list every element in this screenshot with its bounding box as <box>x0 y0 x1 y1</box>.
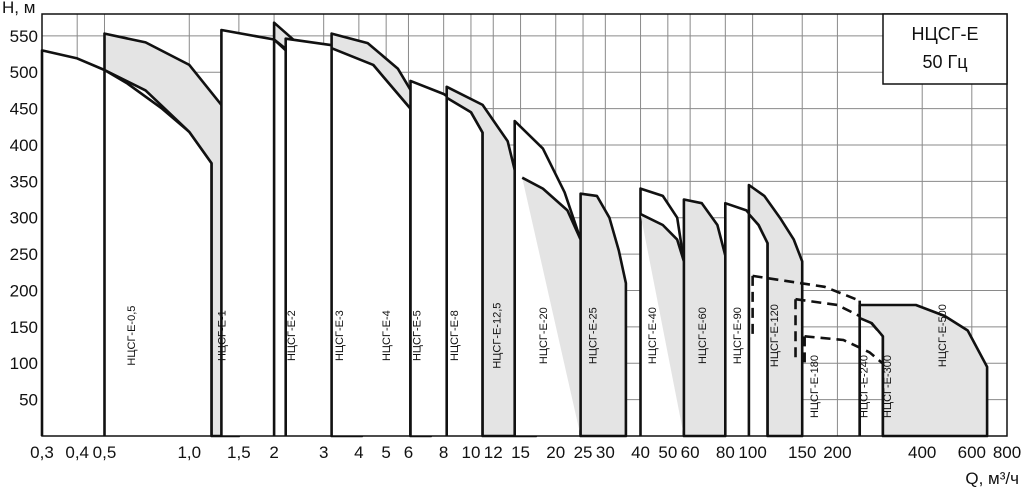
x-tick-label: 1,0 <box>177 443 201 462</box>
x-tick-label: 150 <box>788 443 816 462</box>
x-tick-label: 50 <box>658 443 677 462</box>
pump-model-label: НЦСГ-Е-120 <box>769 304 781 367</box>
pump-zones <box>40 21 989 438</box>
pump-model-label: НЦСГ-Е-4 <box>381 310 393 361</box>
pump-model-label: НЦСГ-Е-60 <box>697 307 709 364</box>
pump-model-label: НЦСГ-Е-25 <box>587 307 599 364</box>
x-tick-label: 12 <box>484 443 503 462</box>
pump-model-label: НЦСГ-Е-12,5 <box>491 303 503 369</box>
y-tick-label: 100 <box>10 354 38 373</box>
pump-model-label: НЦСГ-Е-5 <box>411 310 423 361</box>
legend-line-1: НЦСГ-Е <box>911 24 978 44</box>
y-axis-title: Н, м <box>2 0 35 17</box>
x-tick-label: 400 <box>908 443 936 462</box>
pump-model-label: НЦСГ-Е-8 <box>449 310 461 361</box>
axis-ticks: 0,3 0,4 0,5 1,0 1,5 2 3 4 5 6 8 10 12 15 20 25 30 40 50 60 8… <box>10 27 1022 462</box>
x-axis-title: Q, м³/ч <box>965 469 1019 488</box>
x-tick-label: 800 <box>993 443 1021 462</box>
x-tick-label: 0,4 <box>65 443 89 462</box>
pump-model-label: НЦСГ-Е-40 <box>647 307 659 364</box>
pump-curve-dashed <box>752 274 861 302</box>
x-tick-label: 8 <box>439 443 448 462</box>
pump-model-label: НЦСГ-Е-500 <box>937 304 949 367</box>
legend-line-2: 50 Гц <box>922 52 967 72</box>
pump-model-label: НЦСГ-Е-90 <box>732 307 744 364</box>
y-tick-label: 50 <box>19 391 38 410</box>
x-tick-label: 40 <box>631 443 650 462</box>
pump-model-label: НЦСГ-Е-240 <box>859 355 871 418</box>
x-tick-label: 25 <box>574 443 593 462</box>
pump-model-label: НЦСГ-Е-20 <box>538 307 550 364</box>
pump-model-label: НЦСГ-Е-180 <box>809 355 821 418</box>
x-tick-label: 200 <box>823 443 851 462</box>
y-tick-label: 150 <box>10 318 38 337</box>
x-tick-label: 30 <box>596 443 615 462</box>
pump-model-label: НЦСГ-Е-3 <box>334 310 346 361</box>
x-tick-label: 0,3 <box>30 443 54 462</box>
y-tick-label: 300 <box>10 209 38 228</box>
x-tick-label: 20 <box>546 443 565 462</box>
y-tick-label: 200 <box>10 281 38 300</box>
pump-model-label: НЦСГ-Е-0,5 <box>126 306 138 366</box>
x-tick-label: 600 <box>958 443 986 462</box>
x-tick-label: 100 <box>738 443 766 462</box>
x-tick-label: 1,5 <box>227 443 251 462</box>
pump-model-label: НЦСГ-Е-300 <box>882 355 894 418</box>
y-tick-label: 450 <box>10 100 38 119</box>
pump-zone <box>284 37 412 436</box>
x-tick-label: 15 <box>511 443 530 462</box>
x-tick-label: 10 <box>461 443 480 462</box>
pump-model-label: НЦСГ-Е-1 <box>216 310 228 361</box>
plot-frame <box>41 13 1008 437</box>
y-tick-label: 400 <box>10 136 38 155</box>
x-tick-label: 3 <box>319 443 328 462</box>
pump-curve-dashed <box>804 335 892 372</box>
pump-zone <box>858 303 989 438</box>
x-tick-label: 6 <box>404 443 413 462</box>
pump-model-label: НЦСГ-Е-2 <box>286 310 298 361</box>
y-tick-label: 350 <box>10 172 38 191</box>
y-tick-label: 500 <box>10 63 38 82</box>
x-tick-label: 5 <box>381 443 390 462</box>
legend-box: НЦСГ-Е 50 Гц <box>882 13 1008 85</box>
x-tick-label: 4 <box>354 443 363 462</box>
y-tick-label: 250 <box>10 245 38 264</box>
x-tick-label: 60 <box>681 443 700 462</box>
x-tick-label: 2 <box>269 443 278 462</box>
pump-zone <box>521 176 628 438</box>
x-tick-label: 0,5 <box>93 443 117 462</box>
y-tick-label: 550 <box>10 27 38 46</box>
pump-labels: НЦСГ-Е-0,5 НЦСГ-Е-1 НЦСГ-Е-2 НЦСГ-Е-3 НЦСГ-Е… <box>126 303 949 418</box>
pump-zone <box>747 183 804 438</box>
x-tick-label: 80 <box>716 443 735 462</box>
